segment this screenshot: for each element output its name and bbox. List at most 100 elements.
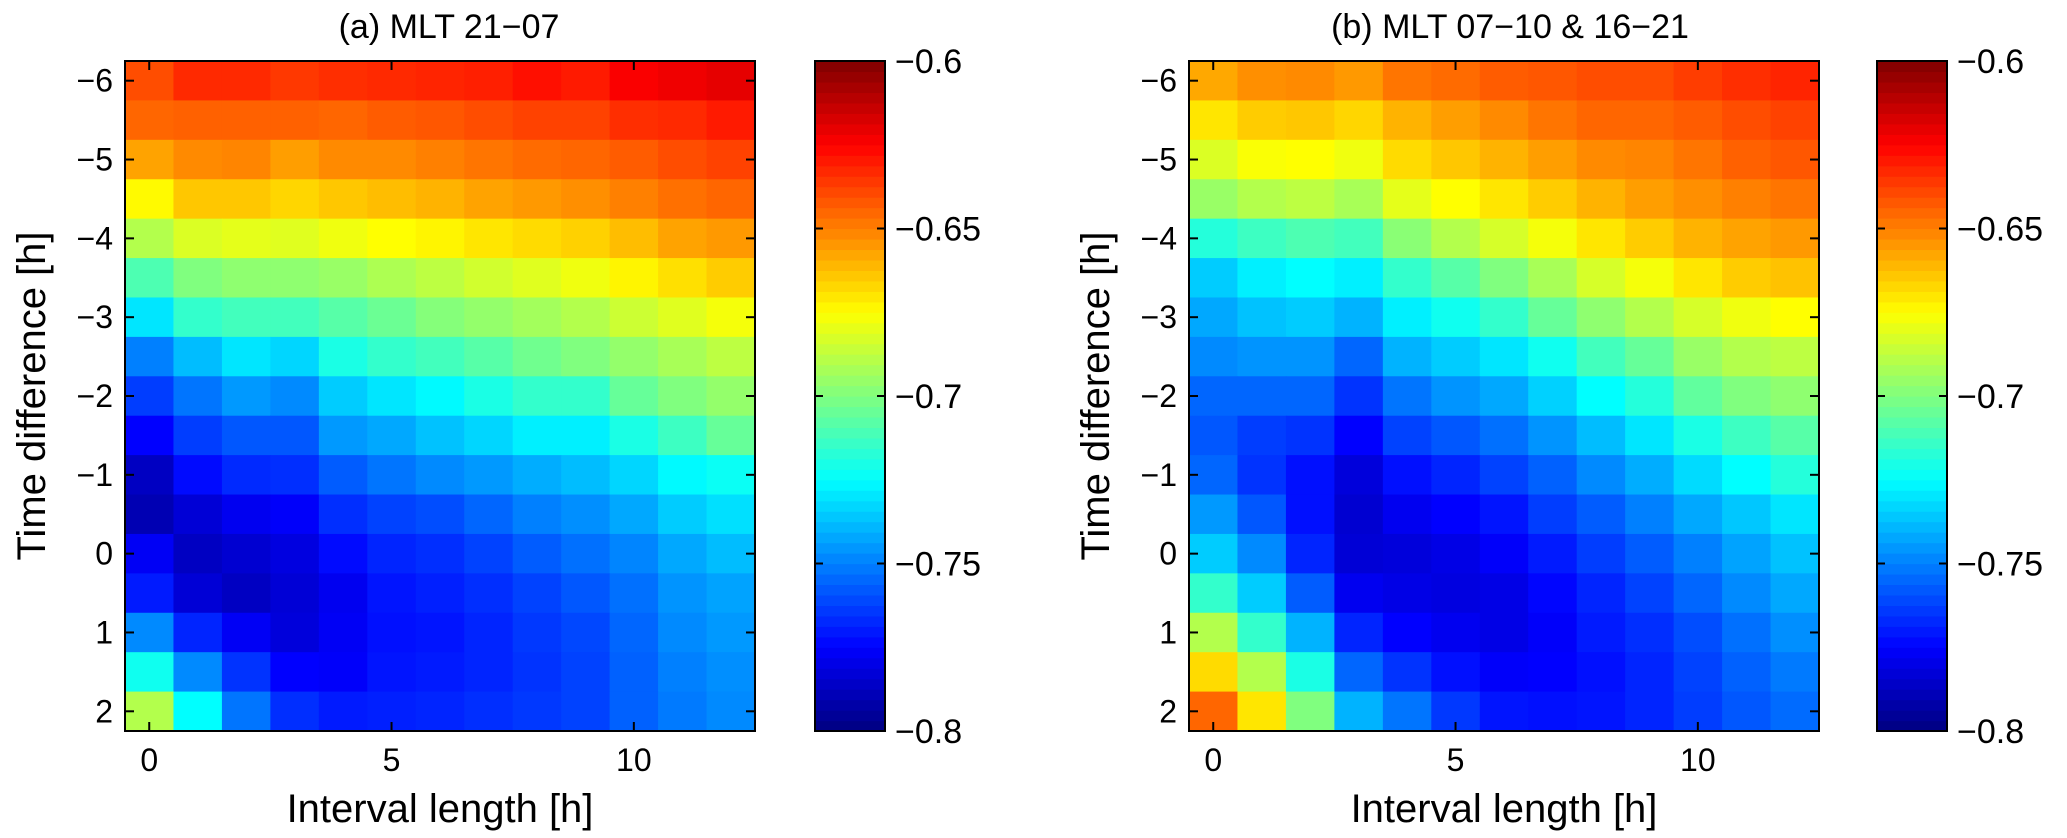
heatmap-cell-r11-c0 (1189, 494, 1239, 535)
heatmap-cell-r5-c7 (464, 258, 514, 299)
colorbar-step (1877, 322, 1947, 334)
heatmap-cell-r5-c2 (1285, 258, 1335, 299)
heatmap-cell-r8-c1 (173, 376, 223, 417)
heatmap-cell-r15-c5 (1431, 652, 1481, 693)
heatmap-cell-r9-c8 (512, 415, 562, 456)
chart-title: (a) MLT 21−07 (339, 8, 560, 46)
heatmap-cell-r10-c6 (415, 455, 465, 496)
heatmap-cell-r5-c8 (512, 258, 562, 299)
heatmap-cell-r11-c1 (1237, 494, 1287, 535)
heatmap-cell-r3-c3 (1334, 179, 1384, 220)
colorbar-step (1877, 720, 1947, 732)
heatmap-cell-r8-c8 (1576, 376, 1626, 417)
heatmap-cell-r5-c10 (1673, 258, 1723, 299)
heatmap-cell-r5-c7 (1528, 258, 1578, 299)
heatmap-cell-r10-c4 (318, 455, 368, 496)
heatmap-cell-r2-c6 (1479, 139, 1529, 180)
heatmap-cell-r1-c0 (125, 100, 175, 141)
heatmap-cell-r6-c5 (367, 297, 417, 338)
colorbar-step (815, 375, 885, 387)
heatmap-cell-r4-c6 (415, 218, 465, 259)
heatmap-cell-r13-c3 (270, 573, 320, 614)
heatmap-cell-r0-c1 (1237, 61, 1287, 102)
heatmap-cell-r12-c10 (1673, 533, 1723, 574)
colorbar-step (1877, 448, 1947, 460)
heatmap-cell-r7-c3 (1334, 336, 1384, 377)
colorbar-step (1877, 81, 1947, 94)
colorbar-step (1877, 186, 1947, 198)
heatmap-cells (125, 61, 756, 732)
heatmap-cell-r15-c3 (1334, 652, 1384, 693)
heatmap-cell-r2-c8 (1576, 139, 1626, 180)
colorbar-step (1877, 71, 1947, 83)
y-tick-label: 1 (1159, 614, 1177, 650)
heatmap-cell-r8-c2 (1285, 376, 1335, 417)
heatmap-cell-r8-c5 (367, 376, 417, 417)
colorbar-step (815, 437, 885, 449)
colorbar-step (815, 144, 885, 156)
heatmap-cell-r8-c4 (318, 376, 368, 417)
x-tick-label: 5 (383, 742, 401, 778)
colorbar-step (1877, 647, 1947, 659)
colorbar-step (815, 511, 885, 523)
heatmap-cell-r15-c12 (706, 652, 756, 693)
heatmap-cell-r10-c6 (1479, 455, 1529, 496)
heatmap-cell-r15-c2 (221, 652, 271, 693)
colorbar-tick-label: −0.8 (895, 713, 962, 751)
colorbar-step (1877, 333, 1947, 345)
heatmap-cell-r14-c9 (561, 612, 611, 653)
heatmap-cell-r5-c9 (1625, 258, 1675, 299)
heatmap-cell-r4-c10 (1673, 218, 1723, 259)
heatmap-cell-r16-c6 (415, 691, 465, 732)
colorbar-step (815, 406, 885, 418)
heatmap-cell-r13-c0 (125, 573, 175, 614)
heatmap-cells (1189, 61, 1820, 732)
heatmap-cell-r15-c11 (658, 652, 708, 693)
heatmap-cell-r11-c1 (173, 494, 223, 535)
heatmap-cell-r5-c8 (1576, 258, 1626, 299)
heatmap-cell-r10-c11 (658, 455, 708, 496)
heatmap-cell-r16-c9 (561, 691, 611, 732)
heatmap-cell-r13-c6 (1479, 573, 1529, 614)
heatmap-cell-r0-c4 (1382, 61, 1432, 102)
heatmap-cell-r7-c9 (1625, 336, 1675, 377)
heatmap-cell-r7-c8 (1576, 336, 1626, 377)
heatmap-cell-r14-c2 (221, 612, 271, 653)
colorbar-step (815, 259, 885, 271)
y-tick-label: −4 (1141, 220, 1177, 256)
heatmap-cell-r12-c2 (1285, 533, 1335, 574)
colorbar-step (1877, 626, 1947, 638)
heatmap-cell-r14-c7 (1528, 612, 1578, 653)
heatmap-cell-r1-c8 (512, 100, 562, 141)
heatmap-cell-r0-c6 (1479, 61, 1529, 102)
heatmap-cell-r14-c6 (415, 612, 465, 653)
heatmap-cell-r14-c2 (1285, 612, 1335, 653)
heatmap-cell-r3-c7 (464, 179, 514, 220)
heatmap-cell-r3-c11 (1722, 179, 1772, 220)
heatmap-cell-r9-c5 (1431, 415, 1481, 456)
heatmap-cell-r6-c2 (221, 297, 271, 338)
heatmap-cell-r16-c11 (1722, 691, 1772, 732)
colorbar-step (1877, 92, 1947, 104)
heatmap-cell-r9-c6 (415, 415, 465, 456)
heatmap-cell-r7-c7 (1528, 336, 1578, 377)
heatmap-cell-r5-c6 (415, 258, 465, 299)
heatmap-cell-r3-c4 (1382, 179, 1432, 220)
heatmap-cell-r11-c3 (270, 494, 320, 535)
colorbar-step (1877, 301, 1947, 313)
heatmap-cell-r5-c3 (270, 258, 320, 299)
colorbar-step (815, 385, 885, 397)
colorbar-step (815, 458, 885, 470)
heatmap-cell-r15-c4 (1382, 652, 1432, 693)
heatmap-cell-r16-c4 (1382, 691, 1432, 732)
heatmap-cell-r4-c5 (1431, 218, 1481, 259)
y-tick-label: 0 (95, 536, 113, 572)
heatmap-cell-r11-c10 (609, 494, 659, 535)
heatmap-cell-r13-c9 (561, 573, 611, 614)
heatmap-cell-r1-c6 (415, 100, 465, 141)
heatmap-cell-r1-c4 (318, 100, 368, 141)
colorbar-step (815, 553, 885, 565)
heatmap-cell-r12-c8 (512, 533, 562, 574)
colorbar-step (1877, 521, 1947, 533)
heatmap-cell-r11-c5 (1431, 494, 1481, 535)
